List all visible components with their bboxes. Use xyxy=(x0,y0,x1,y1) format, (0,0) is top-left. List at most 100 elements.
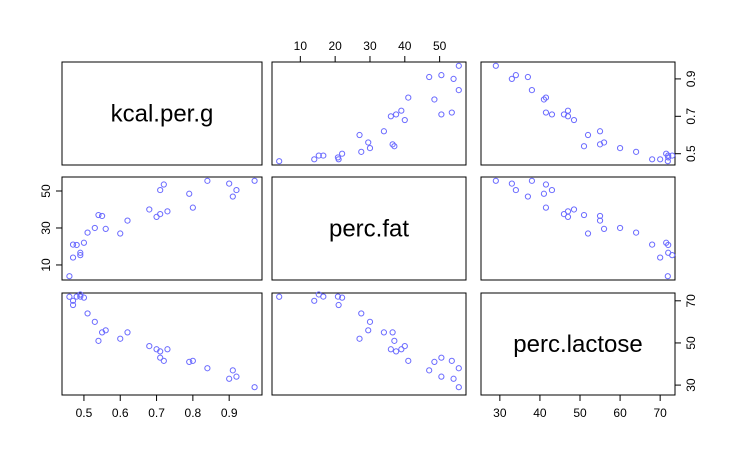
data-point xyxy=(315,152,322,159)
data-point xyxy=(391,337,398,344)
data-point xyxy=(584,230,592,237)
data-point xyxy=(663,150,670,157)
data-point xyxy=(524,73,532,81)
data-point xyxy=(512,186,519,194)
data-point xyxy=(233,186,240,194)
data-point xyxy=(95,337,102,344)
data-point xyxy=(542,109,550,116)
data-point xyxy=(455,62,462,69)
data-point xyxy=(365,139,372,146)
bottom-axis-kcal-tick-label: 0.6 xyxy=(112,406,129,420)
data-point xyxy=(455,384,462,391)
data-point xyxy=(633,229,640,236)
data-point xyxy=(276,293,283,300)
data-point xyxy=(600,225,608,233)
data-point xyxy=(665,249,672,256)
data-point xyxy=(102,225,109,233)
data-point xyxy=(438,72,445,79)
data-point xyxy=(392,348,400,355)
left-axis-perc-fat-tick-label: 50 xyxy=(39,184,53,198)
data-point xyxy=(542,94,550,101)
data-point xyxy=(226,180,233,187)
bottom-axis-lactose-tick-label: 40 xyxy=(533,406,547,420)
data-point xyxy=(366,318,374,325)
data-point xyxy=(512,72,519,79)
data-point xyxy=(157,186,164,194)
top-axis-perc-fat-tick-label: 20 xyxy=(328,39,342,53)
data-point xyxy=(117,335,124,342)
data-point xyxy=(160,181,167,188)
data-point xyxy=(455,87,462,94)
bottom-axis-lactose-tick-label: 50 xyxy=(573,406,587,420)
axis-layer: 10 20 30 40 50 0.5 0.6 0.7 0.8 0.9 30 40 50 60 70 10 30 5… xyxy=(39,39,698,420)
diagonal-label-perc-fat: perc.fat xyxy=(329,216,409,243)
bottom-axis-kcal-tick-label: 0.9 xyxy=(221,406,238,420)
diagonal-label-kcal-per-g: kcal.per.g xyxy=(111,101,214,128)
data-point xyxy=(335,301,342,309)
data-point xyxy=(560,111,568,118)
data-point xyxy=(146,206,153,213)
data-point xyxy=(66,293,73,300)
bottom-axis-lactose-tick-label: 70 xyxy=(653,406,667,420)
data-point xyxy=(584,131,592,139)
right-axis-kcal-tick-label: 0.7 xyxy=(684,108,698,125)
data-point xyxy=(401,116,408,124)
data-point xyxy=(649,156,656,163)
data-point xyxy=(334,293,342,300)
data-point xyxy=(508,180,515,187)
data-point xyxy=(580,143,588,150)
left-axis-perc-fat-tick-label: 30 xyxy=(39,221,53,235)
data-point xyxy=(669,152,676,159)
data-point xyxy=(73,241,80,249)
data-point xyxy=(356,131,363,139)
data-point xyxy=(66,273,73,280)
data-point xyxy=(320,152,327,159)
data-point xyxy=(580,211,588,219)
data-point xyxy=(204,365,211,372)
data-point xyxy=(157,211,164,218)
data-point xyxy=(69,297,77,304)
data-point xyxy=(124,217,131,224)
data-point xyxy=(69,301,77,309)
data-point xyxy=(356,335,363,342)
top-axis-perc-fat-tick-label: 30 xyxy=(363,39,377,53)
data-point xyxy=(387,346,394,353)
data-point xyxy=(189,357,196,364)
data-point xyxy=(438,354,445,361)
data-point xyxy=(204,177,211,184)
data-point xyxy=(334,154,342,161)
data-point xyxy=(596,217,604,224)
data-point xyxy=(664,273,671,280)
data-point xyxy=(160,357,167,364)
data-point xyxy=(311,297,318,304)
data-point xyxy=(508,75,515,83)
data-point xyxy=(366,145,374,152)
diagonal-label-perc-lactose: perc.lactose xyxy=(513,331,642,358)
data-point xyxy=(117,230,124,237)
data-point xyxy=(633,148,640,155)
data-point xyxy=(392,111,400,118)
data-point xyxy=(77,249,84,256)
top-axis-perc-fat-tick-label: 10 xyxy=(294,39,308,53)
diagonal-label-layer: kcal.per.g perc.fat perc.lactose xyxy=(111,101,643,359)
data-point xyxy=(251,177,258,184)
data-point xyxy=(69,241,77,248)
data-point xyxy=(164,208,171,215)
data-point xyxy=(91,224,98,232)
data-point xyxy=(600,139,608,146)
data-point xyxy=(426,73,433,81)
data-point xyxy=(77,252,84,259)
panel-frame-0-1 xyxy=(271,61,467,166)
data-point xyxy=(438,111,445,118)
bottom-axis-lactose-tick-label: 30 xyxy=(493,406,507,420)
data-point xyxy=(229,367,236,374)
right-axis-kcal-tick-label: 0.5 xyxy=(684,145,698,162)
data-point xyxy=(311,156,318,163)
bottom-axis-kcal-tick-label: 0.5 xyxy=(76,406,93,420)
data-point xyxy=(570,116,578,124)
data-point xyxy=(450,75,457,83)
right-axis-lactose-tick-label: 70 xyxy=(684,294,698,308)
data-point xyxy=(540,96,548,103)
left-axis-perc-fat-tick-label: 10 xyxy=(39,258,53,272)
